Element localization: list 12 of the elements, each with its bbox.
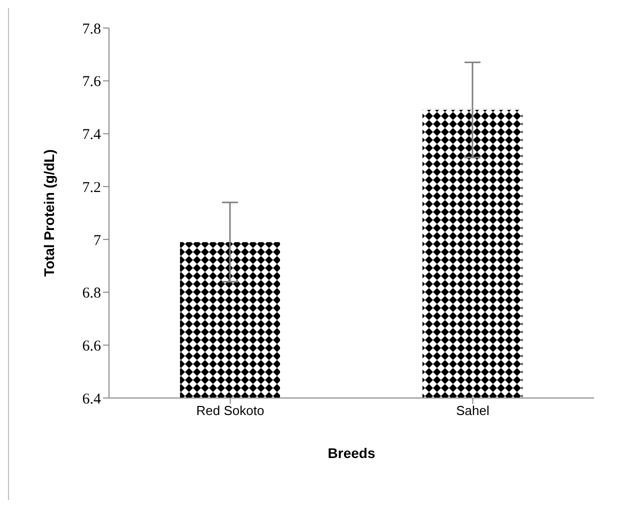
x-tick-label: Red Sokoto (196, 403, 264, 418)
y-tick-label: 7.4 (82, 127, 102, 144)
y-tick-label: 6.6 (82, 338, 102, 354)
x-tick-label: Sahel (456, 403, 490, 418)
y-tick-label: 7.6 (82, 74, 102, 90)
y-tick-label: 7 (94, 232, 102, 249)
x-axis-title: Breeds (328, 445, 376, 461)
y-tick-label: 6.4 (82, 391, 102, 408)
y-tick-label: 7.2 (82, 180, 101, 196)
y-tick-label: 7.8 (82, 21, 101, 38)
y-axis-title: Total Protein (g/dL) (40, 149, 57, 277)
y-tick-label: 6.8 (82, 286, 101, 302)
